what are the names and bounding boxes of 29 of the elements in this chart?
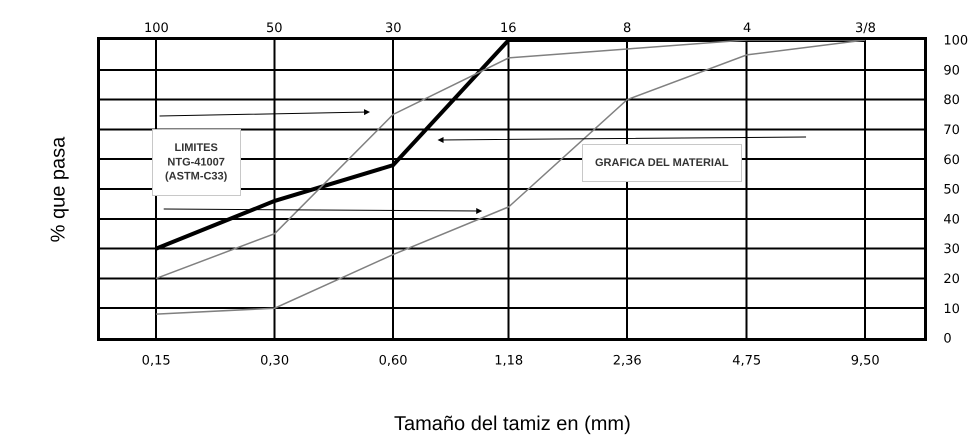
x-tick-label: 1,18 [494, 353, 524, 368]
x-tick-label: 9,50 [850, 353, 880, 368]
y-tick-label: 0 [943, 332, 952, 347]
text: 16 [500, 21, 517, 36]
annotation: LIMITES NTG-41007 (ASTM-C33) [165, 142, 228, 183]
y-tick-label: 10 [943, 302, 960, 317]
y-tick-label: 80 [943, 93, 960, 108]
x-tick-label: 0,60 [378, 353, 408, 368]
text: 50 [266, 21, 283, 36]
y-tick-label: 70 [943, 122, 960, 138]
y-tick-label: 40 [943, 212, 960, 228]
y-tick-label: 90 [943, 63, 960, 78]
text: 4 [743, 21, 752, 36]
annotation: GRAFICA DEL MATERIAL [595, 157, 729, 169]
text: 8 [623, 21, 632, 36]
text: 30 [385, 21, 402, 36]
y-tick-label: 50 [943, 182, 960, 198]
x-tick-label: 4,75 [732, 353, 762, 368]
y-axis-title: % que pasa [47, 136, 70, 242]
x-tick-label: 0,30 [260, 353, 290, 368]
text: 100 [144, 21, 169, 36]
x-tick-label: 2,36 [612, 353, 642, 368]
text: 3/8 [855, 21, 876, 36]
y-tick-label: 60 [943, 152, 960, 168]
y-tick-label: 30 [943, 242, 960, 258]
y-tick-label: 100 [943, 34, 968, 49]
x-axis-title: Tamaño del tamiz en (mm) [394, 413, 631, 435]
x-tick-label: 0,15 [142, 353, 171, 368]
y-tick-label: 20 [943, 272, 960, 287]
